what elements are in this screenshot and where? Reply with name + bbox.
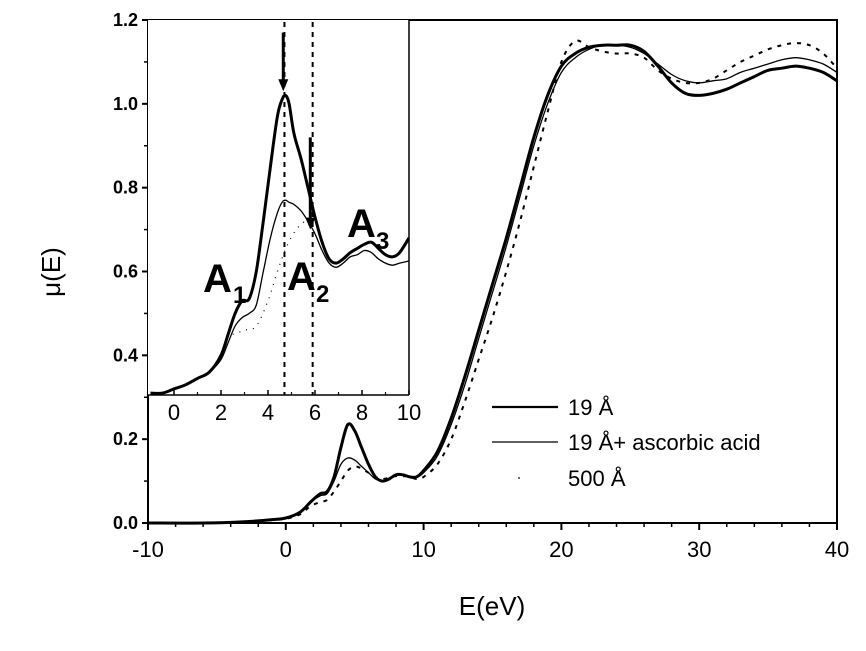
y-axis-title: μ(E) — [36, 247, 66, 297]
main-y-ticks: 0.0 0.2 0.4 0.6 0.8 1.0 1.2 — [113, 10, 148, 533]
main-series-group — [147, 39, 838, 525]
arrow-down-icon — [278, 79, 289, 92]
inset-series-line — [150, 93, 409, 395]
inset-background — [148, 20, 409, 395]
annotation-a3-subscript: 3 — [376, 228, 389, 255]
main-series-line — [147, 43, 838, 525]
inset-x-tick-label: 2 — [215, 400, 227, 425]
annotation-a2: A — [287, 255, 316, 299]
inset-plot-area: 0 2 4 6 8 10 A 1 A 2 A 3 — [148, 20, 421, 425]
y-tick-label: 1.2 — [113, 10, 138, 30]
x-axis-title: E(eV) — [459, 591, 525, 621]
main-plot-area: -10 0 10 20 30 40 0.00.20.40.60.81.01.2 — [113, 10, 849, 562]
x-tick-label: 0 — [280, 537, 292, 562]
inset-x-tick-label: 0 — [168, 400, 180, 425]
annotation-a2-subscript: 2 — [316, 281, 329, 308]
annotation-a1: A — [203, 257, 232, 301]
legend-label-19a: 19 Å — [568, 395, 614, 420]
x-tick-label: 20 — [549, 537, 573, 562]
x-tick-label: -10 — [132, 537, 164, 562]
y-tick-label: 0.8 — [113, 178, 138, 198]
inset-x-ticks: 0 2 4 6 8 10 — [168, 390, 421, 425]
annotation-a1-subscript: 1 — [233, 282, 246, 309]
main-series-line — [147, 44, 838, 524]
inset-series-line — [150, 199, 409, 395]
legend-swatch-500a — [518, 477, 520, 479]
arrow-down-icon — [305, 217, 316, 230]
y-tick-label: 0.4 — [113, 345, 138, 365]
y-tick-label: 1.0 — [113, 94, 138, 114]
x-tick-label: 10 — [411, 537, 435, 562]
main-x-ticks: -10 0 10 20 30 40 — [132, 523, 849, 562]
y-tick-label: 0.6 — [113, 262, 138, 282]
main-series-line — [147, 39, 838, 525]
x-tick-label: 30 — [687, 537, 711, 562]
inset-x-tick-label: 6 — [309, 400, 321, 425]
inset-arrows — [278, 32, 316, 230]
legend-label-19a-ascorbic: 19 Å+ ascorbic acid — [568, 430, 761, 455]
y-tick-label: 0.2 — [113, 429, 138, 449]
legend: 19 Å 19 Å+ ascorbic acid 500 Å — [492, 395, 761, 491]
inset-x-tick-label: 8 — [356, 400, 368, 425]
annotation-a3: A — [347, 202, 376, 246]
inset-series-group — [150, 93, 409, 395]
inset-x-tick-label: 10 — [397, 400, 421, 425]
y-tick-label: 0.0 — [113, 513, 138, 533]
x-tick-label: 40 — [825, 537, 849, 562]
legend-label-500a: 500 Å — [568, 466, 626, 491]
inset-x-tick-label: 4 — [262, 400, 274, 425]
